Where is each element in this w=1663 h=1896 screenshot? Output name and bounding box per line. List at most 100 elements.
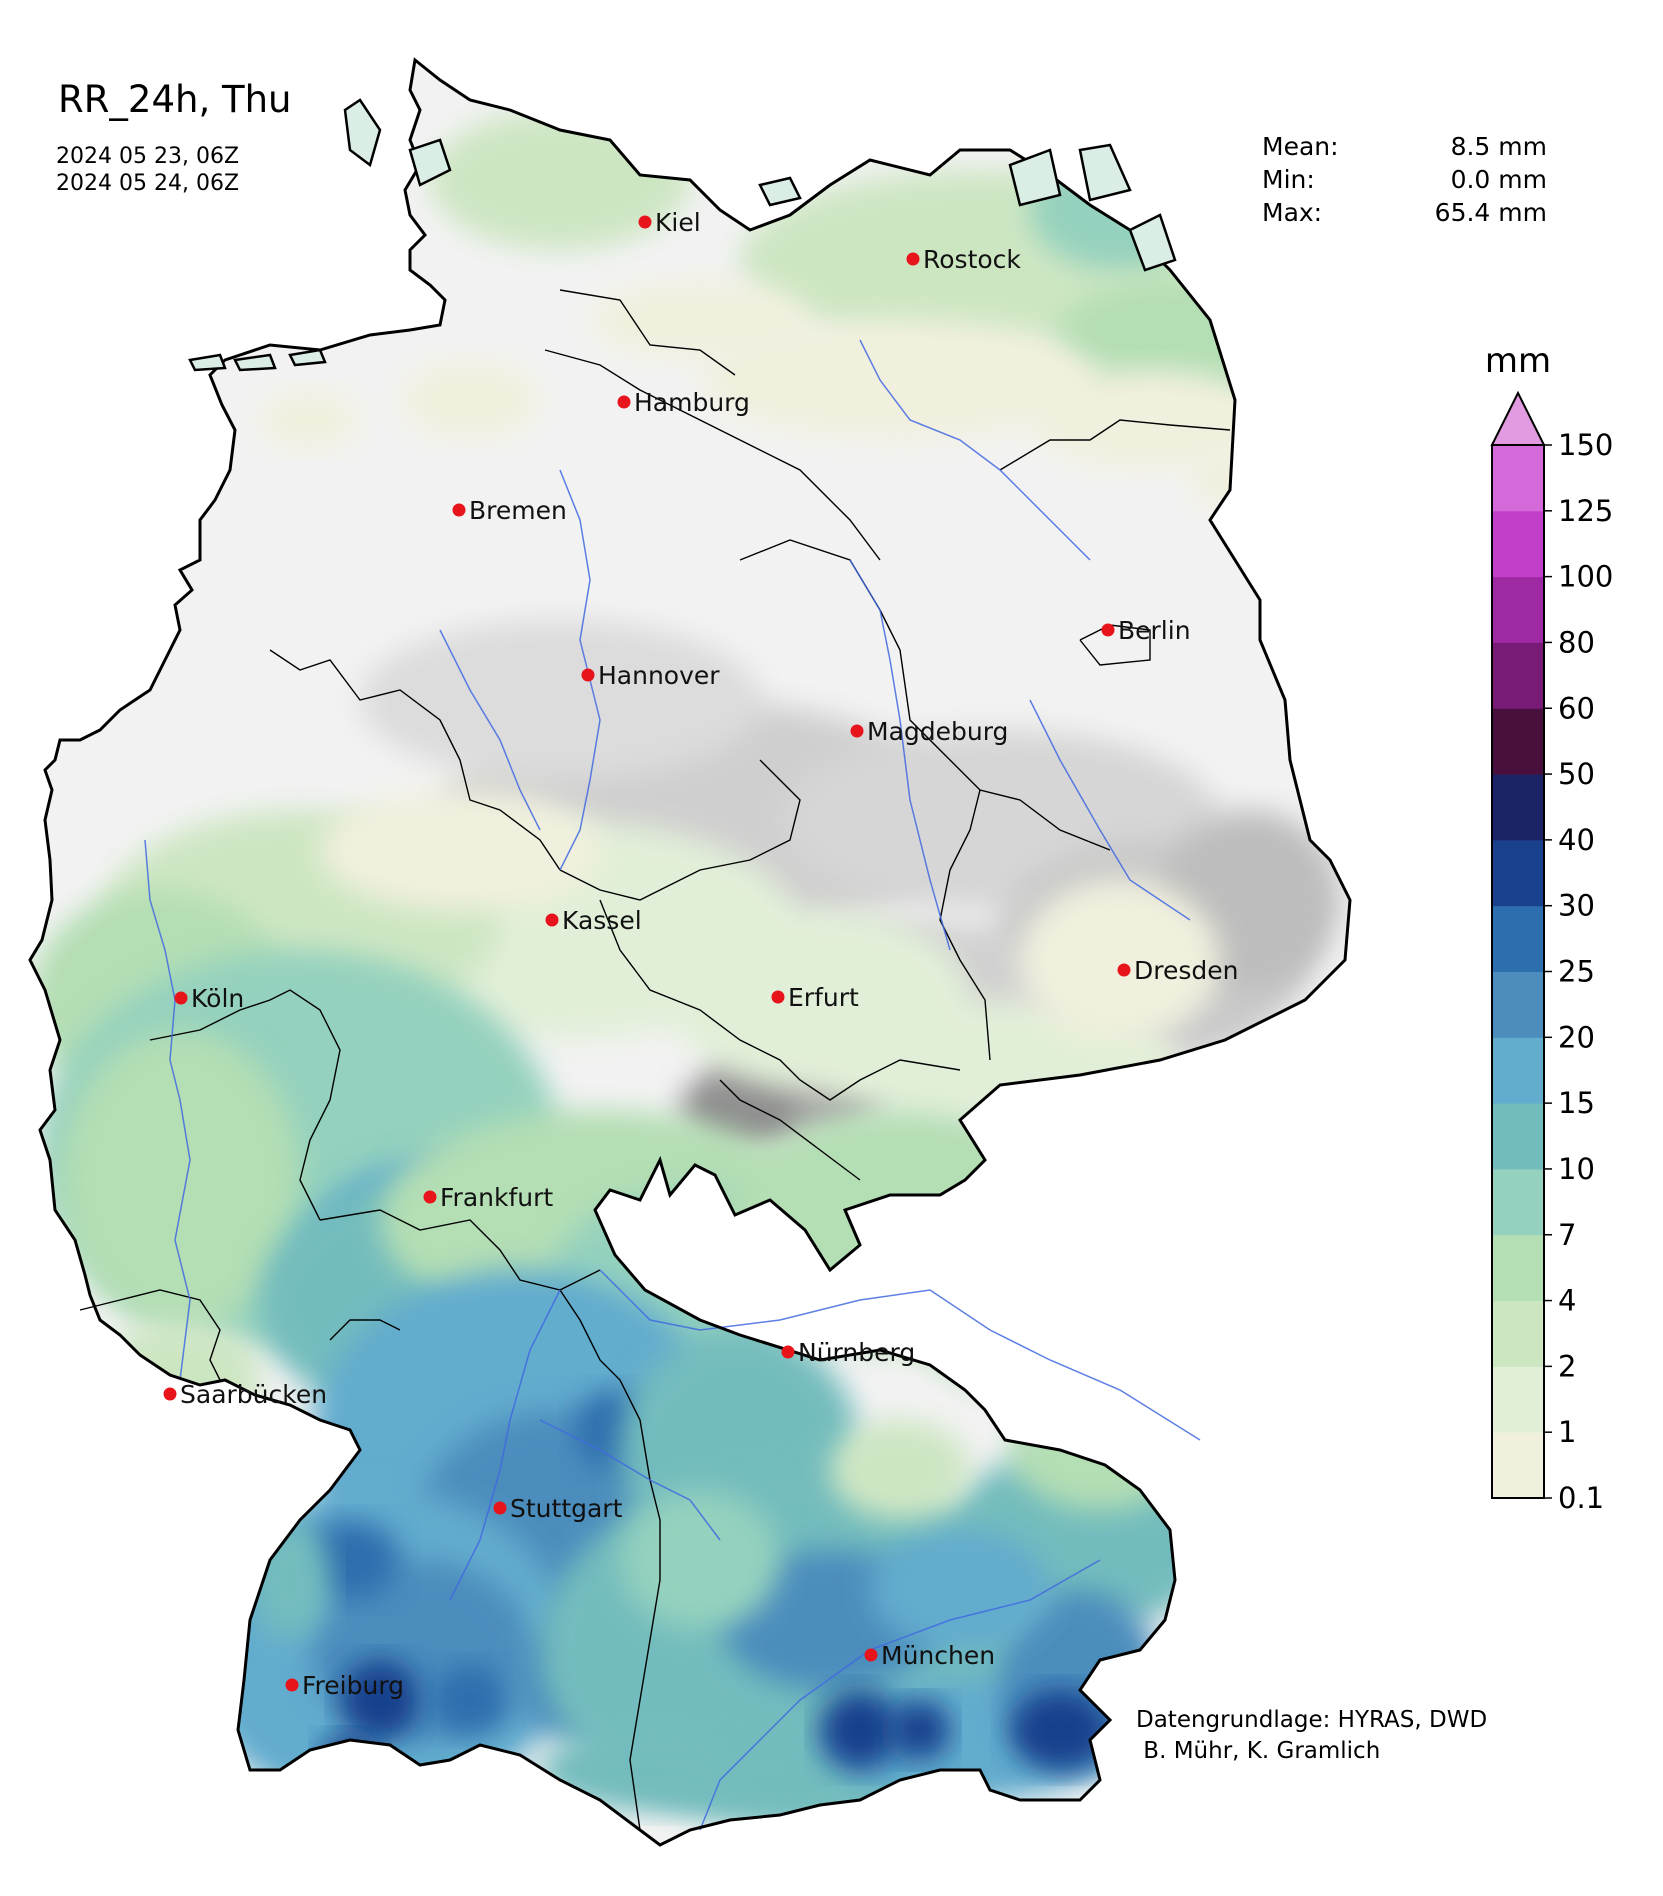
city-bremen: Bremen bbox=[452, 496, 567, 525]
river-line bbox=[144, 839, 191, 1381]
precip-patch bbox=[620, 1490, 780, 1630]
city-saarbcken: Saarbücken bbox=[163, 1380, 327, 1409]
city-dot bbox=[493, 1501, 507, 1515]
precip-patch bbox=[340, 1660, 420, 1740]
state-border-line bbox=[559, 289, 736, 376]
island-shape bbox=[343, 98, 382, 168]
state-border-line bbox=[319, 1209, 601, 1291]
city-label: Hannover bbox=[598, 661, 720, 690]
city-dot bbox=[617, 395, 631, 409]
precip-patch bbox=[1020, 880, 1220, 1040]
city-label: Kassel bbox=[562, 906, 642, 935]
colorbar-tick-label: 100 bbox=[1558, 560, 1613, 594]
city-dot bbox=[423, 1190, 437, 1204]
city-label: Kiel bbox=[655, 208, 701, 237]
city-dot bbox=[163, 1387, 177, 1401]
city-dot bbox=[850, 724, 864, 738]
city-dot bbox=[781, 1345, 795, 1359]
city-magdeburg: Magdeburg bbox=[850, 717, 1008, 746]
city-dot bbox=[581, 668, 595, 682]
data-credit: Datengrundlage: HYRAS, DWD B. Mühr, K. G… bbox=[1136, 1707, 1488, 1764]
colorbar-segment bbox=[1492, 445, 1544, 512]
stat-mean-label: Mean: bbox=[1262, 132, 1339, 161]
city-rostock: Rostock bbox=[906, 245, 1021, 274]
city-freiburg: Freiburg bbox=[285, 1671, 404, 1700]
city-frankfurt: Frankfurt bbox=[423, 1183, 553, 1212]
precip-patch bbox=[1030, 370, 1270, 470]
state-border-line bbox=[719, 1079, 861, 1181]
stat-min-value: 0.0 mm bbox=[1450, 165, 1547, 194]
precip-patch bbox=[830, 1420, 970, 1520]
island-shape bbox=[758, 176, 802, 207]
precip-patch bbox=[430, 1665, 510, 1735]
state-border-line bbox=[329, 1319, 401, 1341]
islands bbox=[188, 98, 1177, 372]
river-line bbox=[849, 559, 951, 951]
state-border-line bbox=[599, 899, 961, 1101]
city-label: Erfurt bbox=[788, 983, 859, 1012]
state-border-line bbox=[269, 649, 561, 871]
city-dot bbox=[545, 913, 559, 927]
island-shape bbox=[408, 138, 452, 187]
colorbar-tick-label: 20 bbox=[1558, 1020, 1595, 1054]
colorbar-segment bbox=[1492, 1168, 1544, 1236]
city-dot bbox=[452, 503, 466, 517]
colorbar-segment bbox=[1492, 1037, 1544, 1104]
precip-patch bbox=[260, 390, 360, 450]
city-hamburg: Hamburg bbox=[617, 388, 750, 417]
colorbar-tick-label: 125 bbox=[1558, 494, 1613, 528]
precip-patch bbox=[360, 620, 760, 780]
city-dot bbox=[638, 215, 652, 229]
city-nrnberg: Nürnberg bbox=[781, 1338, 915, 1367]
city-stuttgart: Stuttgart bbox=[493, 1494, 623, 1523]
state-border-line bbox=[79, 1289, 221, 1381]
city-label: Saarbücken bbox=[180, 1380, 327, 1409]
river-line bbox=[1029, 699, 1191, 921]
river-line bbox=[439, 629, 541, 831]
river-line bbox=[539, 1419, 721, 1541]
precip-patch bbox=[700, 320, 1100, 440]
rivers bbox=[144, 339, 1201, 1831]
end-date: 2024 05 24, 06Z bbox=[56, 171, 240, 196]
city-mnchen: München bbox=[864, 1641, 995, 1670]
colorbar-tick-label: 2 bbox=[1558, 1349, 1576, 1383]
city-dot bbox=[1101, 623, 1115, 637]
colorbar-tick-label: 0.1 bbox=[1558, 1481, 1604, 1515]
city-dot bbox=[864, 1648, 878, 1662]
colorbar-tick-label: 150 bbox=[1558, 428, 1613, 462]
colorbar-extend-arrow bbox=[1490, 390, 1546, 446]
island-shape bbox=[1078, 143, 1132, 202]
precip-patch bbox=[1010, 1390, 1190, 1510]
state-border-line bbox=[544, 349, 881, 561]
precip-patch bbox=[320, 790, 600, 910]
city-markers: Kiel Rostock Hamburg Bremen Berlin Hannover Ma… bbox=[163, 208, 1238, 1700]
colorbar-segment bbox=[1492, 774, 1544, 841]
colorbar-unit: mm bbox=[1485, 341, 1551, 381]
colorbar-segment bbox=[1492, 576, 1544, 643]
city-label: Magdeburg bbox=[867, 717, 1008, 746]
city-dot bbox=[285, 1678, 299, 1692]
colorbar-tick-label: 40 bbox=[1558, 823, 1595, 857]
city-label: Berlin bbox=[1118, 616, 1191, 645]
city-label: Freiburg bbox=[302, 1671, 404, 1700]
state-borders bbox=[79, 289, 1231, 1831]
city-label: Stuttgart bbox=[510, 1494, 623, 1523]
colorbar-segment bbox=[1492, 971, 1544, 1038]
precip-patch bbox=[870, 1530, 1050, 1650]
colorbar-segment bbox=[1492, 642, 1544, 709]
precip-patch bbox=[60, 1030, 300, 1330]
stat-max-value: 65.4 mm bbox=[1434, 198, 1547, 227]
city-berlin: Berlin bbox=[1101, 616, 1191, 645]
state-border-line bbox=[559, 1289, 661, 1831]
city-label: Rostock bbox=[923, 245, 1021, 274]
colorbar-segment bbox=[1492, 1366, 1544, 1433]
city-dot bbox=[174, 991, 188, 1005]
colorbar-segment bbox=[1492, 905, 1544, 972]
colorbar-segment bbox=[1492, 1103, 1544, 1170]
start-date: 2024 05 23, 06Z bbox=[56, 144, 240, 169]
precip-patch bbox=[400, 360, 540, 440]
state-border-line bbox=[939, 789, 991, 1061]
colorbar-tick-label: 10 bbox=[1558, 1152, 1595, 1186]
city-hannover: Hannover bbox=[581, 661, 720, 690]
